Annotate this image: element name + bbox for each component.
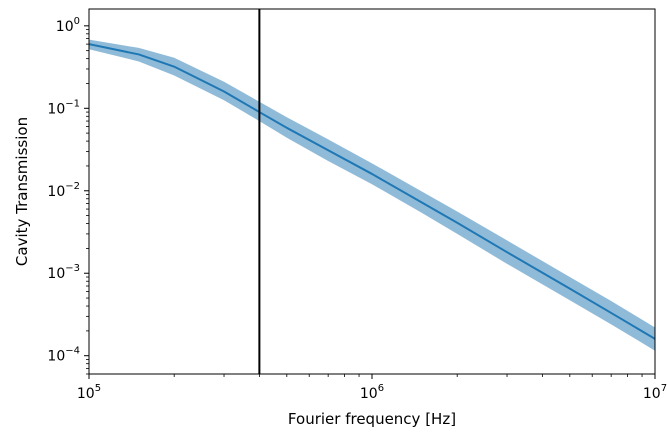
x-tick-label: 105 (77, 383, 101, 402)
series-layer (89, 43, 655, 340)
y-axis-title: Cavity Transmission (13, 117, 31, 266)
x-tick-label: 107 (643, 383, 667, 402)
series-line (89, 43, 655, 340)
y-tick-label: 10−1 (47, 98, 80, 117)
y-tick-label: 10−3 (47, 263, 80, 282)
axes-layer: 105 106 107 100 10−1 10−2 10−3 10−4 (47, 16, 667, 402)
confidence-band (89, 39, 655, 351)
x-tick-label: 106 (360, 383, 384, 402)
y-tick-label: 100 (56, 16, 80, 35)
y-tick-label: 10−4 (47, 346, 80, 365)
plot-frame (88, 8, 656, 375)
y-tick-label: 10−2 (47, 181, 80, 200)
x-axis-title: Fourier frequency [Hz] (288, 410, 456, 428)
confidence-band-layer (89, 39, 655, 351)
